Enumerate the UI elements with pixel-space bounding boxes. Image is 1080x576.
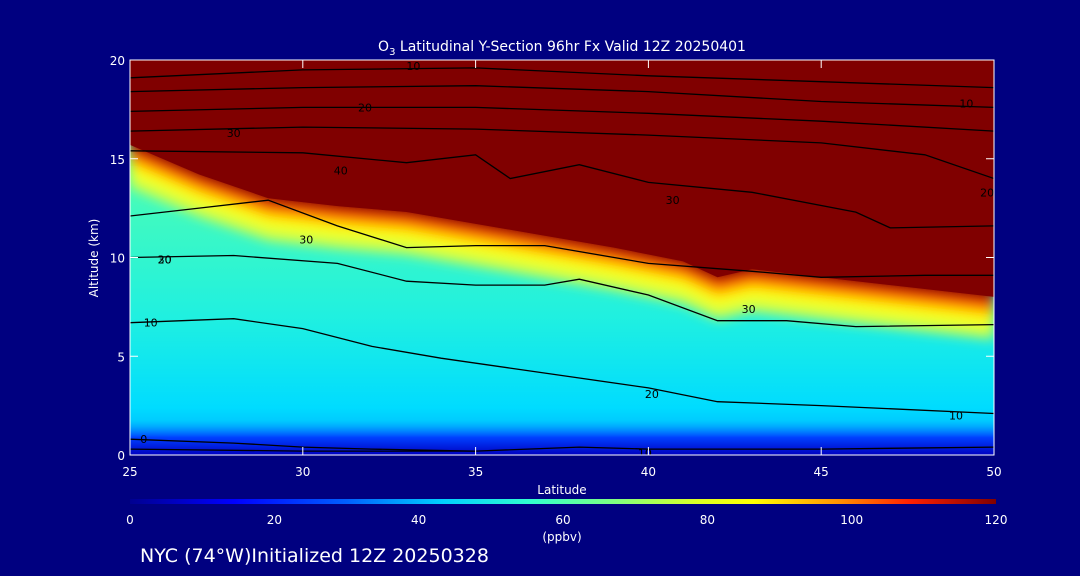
contour-line-10-7 <box>130 318 994 415</box>
contour-line-30-5 <box>130 199 994 278</box>
colorbar-tick-label-3: 60 <box>555 513 570 527</box>
contour-label-9: 20 <box>980 186 994 199</box>
x-tick-label-4: 45 <box>814 465 829 479</box>
x-tick-label-3: 40 <box>641 465 656 479</box>
contour-label-7: 30 <box>742 303 756 316</box>
contour-label-8: 30 <box>666 194 680 207</box>
colorbar-gradient <box>130 499 996 504</box>
y-axis-label: Altitude (km) <box>87 219 101 298</box>
contour-label-14: 0 <box>140 433 147 446</box>
x-tick-label-5: 50 <box>986 465 1001 479</box>
colorbar-tick-label-4: 80 <box>700 513 715 527</box>
y-tick-label-0: 0 <box>117 449 125 463</box>
colorbar: 0 20 40 60 80 100 120 (ppbv) <box>126 499 1007 544</box>
colorbar-tick-label-0: 0 <box>126 513 134 527</box>
contour-label-12: 20 <box>645 388 659 401</box>
colorbar-tick-label-5: 100 <box>840 513 863 527</box>
contour-label-3: 40 <box>334 165 348 178</box>
surface-layer <box>130 420 994 455</box>
colorbar-tick-label-2: 40 <box>411 513 426 527</box>
y-tick-label-3: 15 <box>110 153 125 167</box>
contour-line-30-3 <box>130 126 994 180</box>
x-tick-label-0: 25 <box>122 465 137 479</box>
title-subscript: 3 <box>389 47 395 58</box>
contour-line-20-2 <box>130 106 994 132</box>
axes: 25 30 35 40 45 50 0 5 10 15 20 <box>110 54 1002 479</box>
contour-label-2: 30 <box>227 127 241 140</box>
colorbar-label: (ppbv) <box>542 530 581 544</box>
contour-label-11: 10 <box>144 317 158 330</box>
contour-label-4: 10 <box>959 97 973 110</box>
x-axis-label: Latitude <box>537 483 586 497</box>
contour-line-40-4 <box>130 150 994 229</box>
contour-label-5: 30 <box>158 254 172 267</box>
contour-label-15: 10 <box>638 447 652 460</box>
contour-label-6: 20 <box>158 254 172 267</box>
contour-line-20-6 <box>130 254 994 328</box>
title-prefix: O <box>378 39 389 55</box>
colorbar-ticks: 0 20 40 60 80 100 120 <box>126 513 1007 527</box>
y-tick-label-4: 20 <box>110 54 125 68</box>
contour-label-1: 20 <box>358 101 372 114</box>
contour-line-10-0 <box>130 67 994 89</box>
y-tick-label-1: 5 <box>117 350 125 364</box>
colorbar-tick-label-1: 20 <box>267 513 282 527</box>
colorbar-tick-label-6: 120 <box>985 513 1008 527</box>
chart-title: O3 Latitudinal Y-Section 96hr Fx Valid 1… <box>378 39 746 58</box>
title-rest: Latitudinal Y-Section 96hr Fx Valid 12Z … <box>395 39 746 55</box>
contour-label-10: 30 <box>299 234 313 247</box>
y-tick-label-2: 10 <box>110 252 125 266</box>
contour-lines <box>130 67 994 452</box>
contour-line-10-1 <box>130 85 994 109</box>
footer-text: NYC (74°W)Initialized 12Z 20250328 <box>140 545 489 567</box>
contour-label-0: 10 <box>406 60 420 73</box>
x-tick-label-2: 35 <box>468 465 483 479</box>
x-tick-label-1: 30 <box>295 465 310 479</box>
contour-label-13: 10 <box>949 410 963 423</box>
